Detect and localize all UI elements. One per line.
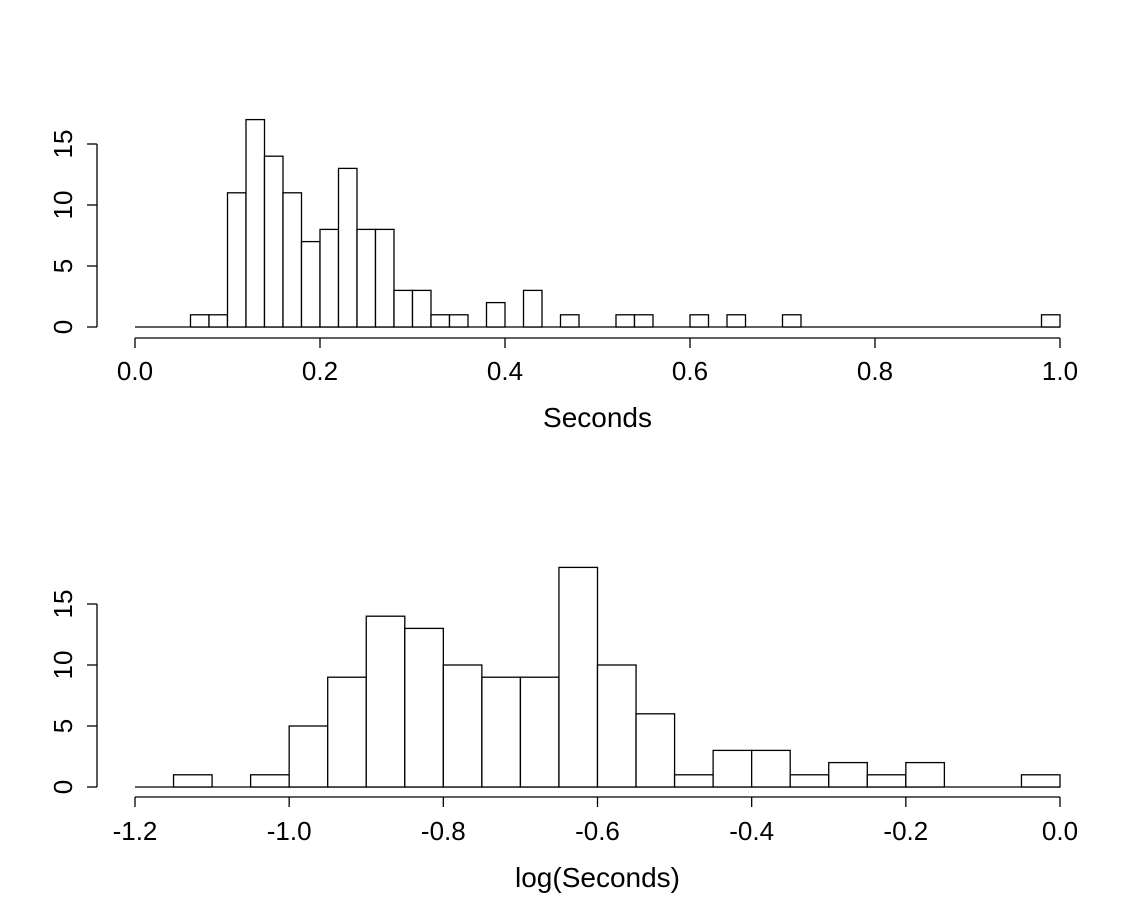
histogram-bar	[411, 289, 432, 328]
histogram-bar	[430, 314, 451, 328]
x-tick-label: -0.6	[575, 816, 620, 846]
histogram-bar	[481, 676, 522, 788]
x-tick-label: 1.0	[1042, 356, 1078, 386]
x-tick-label: -0.8	[421, 816, 466, 846]
histogram-bar	[282, 192, 303, 328]
x-tick-label: -0.4	[729, 816, 774, 846]
histogram-bar	[337, 167, 358, 328]
histogram-bar	[327, 676, 367, 788]
y-tick-label: 0	[48, 780, 78, 794]
histogram-bar	[172, 774, 213, 788]
histogram-bar	[789, 774, 830, 788]
histogram-bar	[781, 314, 802, 328]
histogram-bar	[558, 566, 599, 788]
histogram-bar	[442, 664, 483, 788]
histogram-bar	[288, 725, 329, 788]
x-tick-label: -0.2	[883, 816, 928, 846]
x-tick-label: 0.4	[487, 356, 523, 386]
histogram-bar	[596, 664, 637, 788]
histogram-bar	[374, 228, 395, 328]
histogram-bar	[689, 314, 710, 328]
histogram-bar	[615, 314, 636, 328]
histogram-bar	[633, 314, 654, 328]
x-axis-title: log(Seconds)	[515, 862, 680, 893]
histogram-bar	[226, 192, 247, 328]
histogram-bar	[905, 761, 946, 788]
histogram-bar	[485, 301, 506, 328]
x-axis-title: Seconds	[543, 402, 652, 433]
histogram-bar	[712, 749, 753, 788]
y-tick-label: 10	[48, 191, 78, 220]
y-tick-label: 15	[48, 130, 78, 159]
histogram-bar	[519, 676, 560, 788]
histogram-panel-2: -1.2 -1.0 -0.8 -0.6 -0.4 -0.2 0.0 0 5 10 15 log(Sec…	[48, 566, 1078, 893]
histogram-bar	[751, 749, 791, 788]
y-tick-label: 5	[48, 719, 78, 733]
histogram-bar	[559, 314, 580, 328]
histogram-bar	[300, 240, 321, 328]
y-tick-label: 15	[48, 590, 78, 619]
histogram-panel-1: 0.0 0.2 0.4 0.6 0.8 1.0 0 5 10 15 Seconds	[48, 118, 1078, 433]
x-tick-label: 0.0	[1042, 816, 1078, 846]
histogram-bar	[404, 627, 444, 788]
histogram-bar	[189, 314, 210, 328]
histogram-bar	[828, 761, 868, 788]
histogram-bar	[208, 314, 229, 328]
histogram-bar	[726, 314, 747, 328]
histogram-bar	[263, 155, 284, 328]
histogram-bar	[249, 774, 290, 788]
histogram-bar	[1020, 774, 1061, 788]
histogram-bar	[393, 289, 414, 328]
x-tick-label: 0.2	[302, 356, 338, 386]
histogram-bar	[245, 118, 266, 328]
x-tick-label: 0.6	[672, 356, 708, 386]
y-tick-label: 0	[48, 320, 78, 334]
x-tick-label: 0.0	[117, 356, 153, 386]
histogram-bar	[356, 228, 377, 328]
x-tick-label: 0.8	[857, 356, 893, 386]
histogram-bar	[448, 314, 469, 328]
histogram-bar	[673, 774, 714, 788]
histogram-bar	[635, 713, 676, 788]
histogram-bar	[522, 289, 543, 328]
histogram-bar	[1040, 314, 1061, 328]
x-tick-label: -1.2	[113, 816, 158, 846]
histogram-bar	[365, 615, 406, 788]
y-tick-label: 10	[48, 651, 78, 680]
histogram-bar	[319, 228, 340, 328]
y-tick-label: 5	[48, 259, 78, 273]
histogram-bar	[866, 774, 907, 788]
x-tick-label: -1.0	[267, 816, 312, 846]
